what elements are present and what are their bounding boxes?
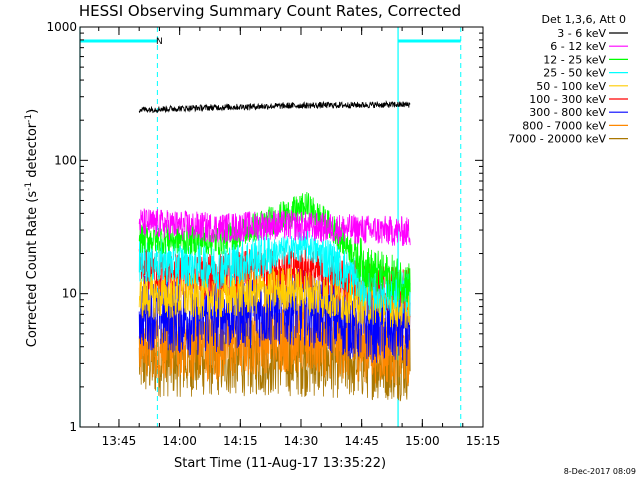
x-axis-label: Start Time (11-Aug-17 13:35:22) bbox=[174, 456, 386, 471]
timestamp: 8-Dec-2017 08:09 bbox=[564, 467, 636, 476]
x-tick-label: 15:00 bbox=[405, 434, 440, 448]
x-tick-label: 14:45 bbox=[344, 434, 379, 448]
x-tick-label: 14:00 bbox=[162, 434, 197, 448]
series-line-6to12kev bbox=[138, 208, 411, 247]
legend-label: 3 - 6 keV bbox=[557, 27, 606, 40]
chart-title: HESSI Observing Summary Count Rates, Cor… bbox=[79, 2, 461, 20]
plot-area bbox=[79, 27, 462, 427]
legend-label: 12 - 25 keV bbox=[543, 53, 606, 66]
y-tick-label: 10 bbox=[62, 287, 77, 301]
x-axis: 13:45 14:00 14:15 14:30 14:45 15:00 15:15 bbox=[98, 27, 501, 448]
x-tick-label: 15:15 bbox=[466, 434, 501, 448]
night-marker-label: N bbox=[156, 37, 163, 47]
y-tick-label: 1000 bbox=[46, 20, 77, 34]
legend-header: Det 1,3,6, Att 0 bbox=[542, 13, 626, 26]
series-line-3to6kev bbox=[138, 100, 411, 114]
x-tick-label: 14:30 bbox=[284, 434, 319, 448]
y-tick-label: 1 bbox=[69, 420, 77, 434]
plot-frame bbox=[79, 26, 484, 428]
legend-label: 100 - 300 keV bbox=[529, 93, 606, 106]
series-line-50to100kev bbox=[138, 267, 411, 329]
legend-label: 7000 - 20000 keV bbox=[508, 133, 606, 146]
legend-label: 50 - 100 keV bbox=[536, 80, 606, 93]
y-tick-label: 100 bbox=[54, 153, 77, 167]
y-axis-label: Corrected Count Rate (s-1 detector-1) bbox=[24, 109, 40, 347]
legend-label: 300 - 800 keV bbox=[529, 106, 606, 119]
legend-label: 25 - 50 keV bbox=[543, 67, 606, 80]
legend-label: 6 - 12 keV bbox=[550, 40, 606, 53]
x-tick-label: 13:45 bbox=[102, 434, 137, 448]
y-axis: 1 10 100 1000 bbox=[46, 20, 483, 434]
x-tick-label: 14:15 bbox=[223, 434, 258, 448]
legend-label: 800 - 7000 keV bbox=[522, 119, 606, 132]
